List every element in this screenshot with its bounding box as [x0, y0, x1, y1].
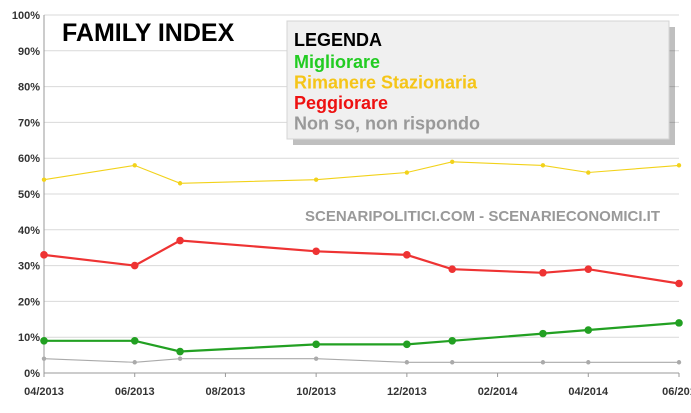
- data-point: [675, 279, 683, 288]
- data-point: [404, 360, 410, 365]
- y-axis: 0% 10% 20% 30% 40% 50% 60% 70% 80% 90% 100%: [12, 10, 45, 380]
- data-point: [448, 336, 457, 345]
- series-lines: [40, 159, 683, 365]
- data-point: [540, 360, 546, 365]
- data-point: [313, 356, 319, 361]
- y-tick-label: 80%: [18, 82, 40, 94]
- data-point: [132, 163, 137, 168]
- data-point: [130, 261, 139, 270]
- data-point: [450, 360, 455, 365]
- data-point: [176, 347, 184, 356]
- series-line: [43, 358, 679, 363]
- data-point: [586, 170, 591, 175]
- data-point: [539, 329, 547, 338]
- legend-entry: Non so, non rispondo: [294, 114, 480, 134]
- data-point: [675, 319, 683, 327]
- legend-entry: Rimanere Stazionaria: [294, 73, 478, 93]
- y-tick-label: 0%: [24, 368, 40, 380]
- data-point: [41, 177, 47, 182]
- y-tick-label: 30%: [18, 261, 40, 273]
- x-tick-label: 06/201: [662, 386, 691, 398]
- series-line: [43, 239, 680, 285]
- x-axis: 04/2013 06/2013 08/2013 10/2013 12/2013 02/20…: [24, 372, 691, 398]
- data-point: [313, 177, 319, 182]
- data-point: [177, 356, 183, 361]
- data-point: [676, 360, 682, 365]
- y-tick-label: 90%: [18, 46, 40, 58]
- series-rimanere-stazionaria: [41, 159, 682, 186]
- y-tick-label: 10%: [18, 332, 40, 344]
- data-point: [403, 251, 411, 259]
- x-tick-label: 04/2013: [24, 386, 64, 398]
- series-peggiorare: [40, 236, 683, 288]
- x-tick-label: 12/2013: [387, 386, 427, 398]
- series-non-so-non-rispondo: [41, 356, 682, 365]
- series-migliorare: [40, 319, 683, 356]
- x-tick-label: 06/2013: [115, 386, 155, 398]
- data-point: [450, 159, 455, 164]
- data-point: [40, 251, 48, 259]
- data-point: [312, 340, 320, 349]
- data-point: [584, 326, 593, 334]
- data-point: [40, 336, 48, 345]
- data-point: [586, 360, 591, 365]
- data-point: [403, 340, 411, 349]
- data-point: [177, 181, 183, 186]
- y-tick-label: 100%: [12, 10, 40, 22]
- watermark-text: SCENARIPOLITICI.COM - SCENARIECONOMICI.I…: [305, 208, 660, 225]
- y-tick-label: 60%: [18, 153, 40, 165]
- data-point: [584, 265, 593, 273]
- data-point: [540, 163, 546, 168]
- legend-entry: Peggiorare: [294, 93, 388, 113]
- data-point: [448, 265, 457, 273]
- legend-entry: Migliorare: [294, 52, 380, 72]
- data-point: [130, 336, 139, 345]
- y-tick-label: 50%: [18, 189, 40, 201]
- legend-title: LEGENDA: [294, 30, 382, 50]
- data-point: [539, 268, 547, 277]
- data-point: [132, 360, 137, 365]
- data-point: [404, 170, 410, 175]
- x-tick-label: 08/2013: [206, 386, 246, 398]
- data-point: [176, 236, 184, 245]
- chart-title: FAMILY INDEX: [62, 19, 235, 47]
- y-tick-label: 20%: [18, 296, 40, 308]
- x-tick-label: 10/2013: [296, 386, 336, 398]
- data-point: [41, 356, 47, 361]
- legend-box: [286, 20, 670, 140]
- x-tick-label: 04/2014: [568, 386, 609, 398]
- y-tick-label: 40%: [18, 225, 40, 237]
- series-line: [43, 161, 680, 184]
- data-point: [676, 163, 682, 168]
- y-tick-label: 70%: [18, 117, 40, 129]
- data-point: [312, 247, 320, 256]
- x-tick-label: 02/2014: [478, 386, 519, 398]
